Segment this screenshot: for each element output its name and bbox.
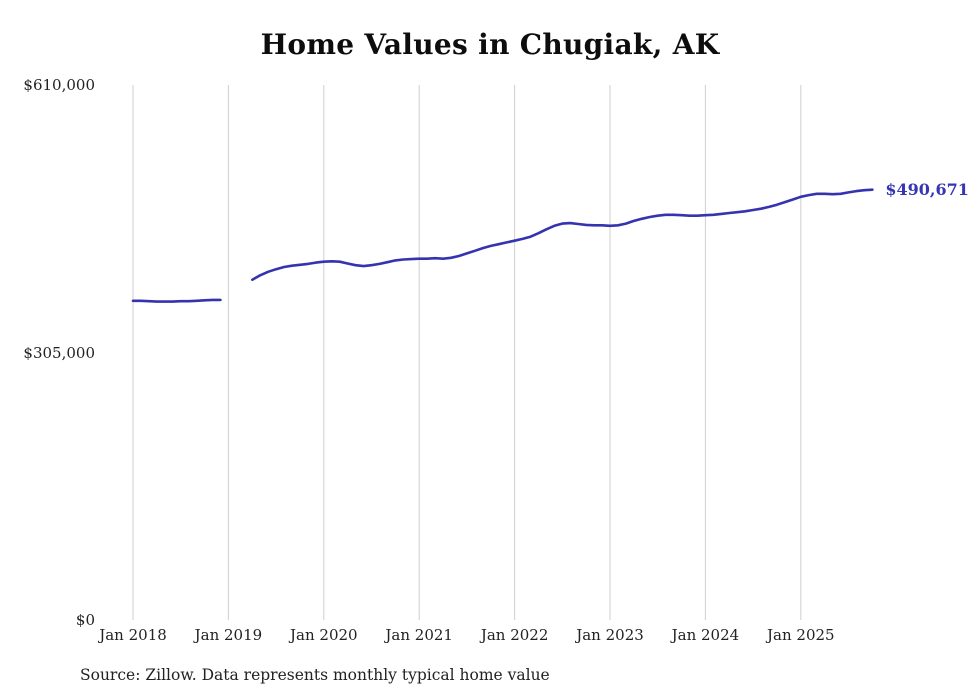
latest-value-label: $490,671 <box>885 179 969 199</box>
x-tick-label: Jan 2021 <box>385 626 453 644</box>
x-tick-label: Jan 2023 <box>576 626 644 644</box>
y-tick-label: $0 <box>75 611 95 629</box>
x-tick-label: Jan 2025 <box>767 626 835 644</box>
value-line <box>131 188 874 303</box>
chart-title: Home Values in Chugiak, AK <box>260 28 720 61</box>
x-tick-label: Jan 2022 <box>480 626 549 644</box>
x-tick-label: Jan 2018 <box>99 626 167 644</box>
x-tick-label: Jan 2019 <box>194 626 263 644</box>
x-tick-label: Jan 2020 <box>290 626 358 644</box>
source-note: Source: Zillow. Data represents monthly … <box>80 666 550 684</box>
y-tick-label: $305,000 <box>23 343 95 362</box>
y-tick-label: $610,000 <box>23 76 95 94</box>
x-tick-label: Jan 2024 <box>671 626 740 644</box>
